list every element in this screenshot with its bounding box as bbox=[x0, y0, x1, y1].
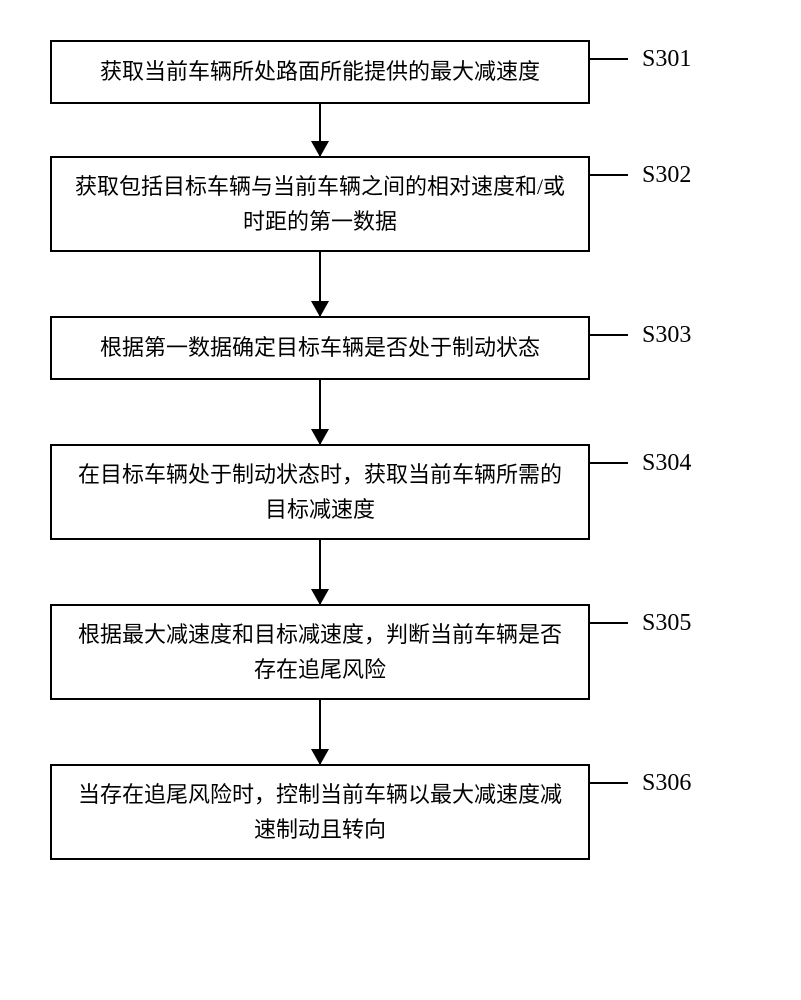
step-text: 根据第一数据确定目标车辆是否处于制动状态 bbox=[100, 330, 540, 365]
label-tick bbox=[590, 782, 628, 784]
arrow-wrap bbox=[50, 540, 590, 604]
step-label-s304: S304 bbox=[642, 450, 691, 477]
step-text: 当存在追尾风险时，控制当前车辆以最大减速度减速制动且转向 bbox=[72, 777, 568, 847]
arrow-down-icon bbox=[319, 540, 321, 604]
label-col: S305 bbox=[590, 604, 691, 637]
arrow-down-icon bbox=[319, 700, 321, 764]
label-tick bbox=[590, 58, 628, 60]
step-box-s305: 根据最大减速度和目标减速度，判断当前车辆是否存在追尾风险 bbox=[50, 604, 590, 700]
step-row: 根据最大减速度和目标减速度，判断当前车辆是否存在追尾风险 S305 bbox=[50, 604, 750, 700]
label-tick bbox=[590, 334, 628, 336]
step-row: 当存在追尾风险时，控制当前车辆以最大减速度减速制动且转向 S306 bbox=[50, 764, 750, 860]
label-tick bbox=[590, 174, 628, 176]
step-label-s303: S303 bbox=[642, 322, 691, 349]
flowchart-container: 获取当前车辆所处路面所能提供的最大减速度 S301 获取包括目标车辆与当前车辆之… bbox=[50, 40, 750, 860]
label-col: S304 bbox=[590, 444, 691, 477]
step-label-s305: S305 bbox=[642, 610, 691, 637]
step-row: 在目标车辆处于制动状态时，获取当前车辆所需的目标减速度 S304 bbox=[50, 444, 750, 540]
arrow-wrap bbox=[50, 700, 590, 764]
label-tick bbox=[590, 462, 628, 464]
arrow-down-icon bbox=[319, 252, 321, 316]
step-text: 获取当前车辆所处路面所能提供的最大减速度 bbox=[100, 54, 540, 89]
label-col: S306 bbox=[590, 764, 691, 797]
arrow-wrap bbox=[50, 252, 590, 316]
step-box-s303: 根据第一数据确定目标车辆是否处于制动状态 bbox=[50, 316, 590, 380]
step-label-s306: S306 bbox=[642, 770, 691, 797]
label-col: S301 bbox=[590, 40, 691, 73]
label-col: S303 bbox=[590, 316, 691, 349]
arrow-wrap bbox=[50, 380, 590, 444]
label-col: S302 bbox=[590, 156, 691, 189]
step-box-s306: 当存在追尾风险时，控制当前车辆以最大减速度减速制动且转向 bbox=[50, 764, 590, 860]
arrow-down-icon bbox=[319, 104, 321, 156]
step-text: 根据最大减速度和目标减速度，判断当前车辆是否存在追尾风险 bbox=[72, 617, 568, 687]
step-row: 获取当前车辆所处路面所能提供的最大减速度 S301 bbox=[50, 40, 750, 104]
step-box-s302: 获取包括目标车辆与当前车辆之间的相对速度和/或时距的第一数据 bbox=[50, 156, 590, 252]
label-tick bbox=[590, 622, 628, 624]
step-text: 获取包括目标车辆与当前车辆之间的相对速度和/或时距的第一数据 bbox=[72, 169, 568, 239]
step-row: 获取包括目标车辆与当前车辆之间的相对速度和/或时距的第一数据 S302 bbox=[50, 156, 750, 252]
step-text: 在目标车辆处于制动状态时，获取当前车辆所需的目标减速度 bbox=[72, 457, 568, 527]
arrow-down-icon bbox=[319, 380, 321, 444]
step-box-s304: 在目标车辆处于制动状态时，获取当前车辆所需的目标减速度 bbox=[50, 444, 590, 540]
step-row: 根据第一数据确定目标车辆是否处于制动状态 S303 bbox=[50, 316, 750, 380]
step-label-s301: S301 bbox=[642, 46, 691, 73]
step-label-s302: S302 bbox=[642, 162, 691, 189]
arrow-wrap bbox=[50, 104, 590, 156]
step-box-s301: 获取当前车辆所处路面所能提供的最大减速度 bbox=[50, 40, 590, 104]
